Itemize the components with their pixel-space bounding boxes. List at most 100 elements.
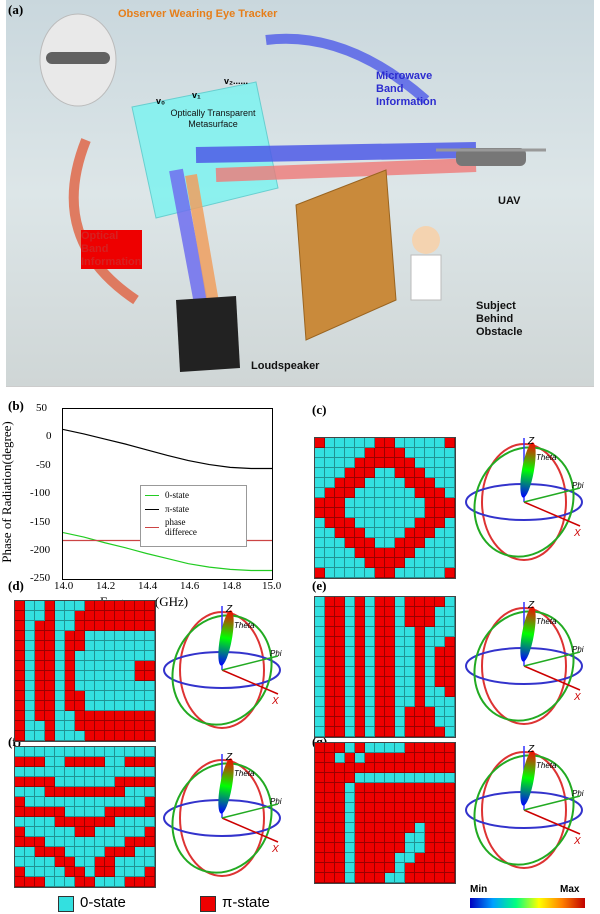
pattern-cell: [85, 797, 95, 807]
radiation-pattern-f: Z Theta Phi X: [160, 746, 290, 886]
pattern-cell: [385, 597, 395, 607]
pattern-cell: [365, 793, 375, 803]
pattern-cell: [335, 518, 345, 528]
pattern-cell: [395, 833, 405, 843]
pattern-cell: [385, 498, 395, 508]
pattern-cell: [445, 863, 455, 873]
pattern-cell: [355, 687, 365, 697]
pattern-cell: [145, 601, 155, 611]
pattern-cell: [325, 873, 335, 883]
pattern-cell: [375, 647, 385, 657]
pattern-cell: [85, 631, 95, 641]
pattern-cell: [395, 667, 405, 677]
pattern-cell: [365, 753, 375, 763]
pattern-cell: [415, 697, 425, 707]
pattern-cell: [85, 721, 95, 731]
pattern-cell: [385, 717, 395, 727]
pattern-cell: [75, 731, 85, 741]
pattern-cell: [365, 488, 375, 498]
pattern-cell: [365, 597, 375, 607]
pattern-cell: [135, 601, 145, 611]
pattern-cell: [375, 468, 385, 478]
pattern-cell: [425, 833, 435, 843]
pattern-cell: [335, 853, 345, 863]
pattern-cell: [15, 621, 25, 631]
pattern-cell: [125, 611, 135, 621]
pattern-cell: [35, 787, 45, 797]
pattern-cell: [95, 847, 105, 857]
pattern-cell: [385, 458, 395, 468]
pattern-cell: [385, 783, 395, 793]
pattern-cell: [335, 448, 345, 458]
pattern-cell: [15, 807, 25, 817]
pattern-cell: [415, 667, 425, 677]
pattern-cell: [345, 548, 355, 558]
pattern-cell: [345, 813, 355, 823]
pattern-cell: [375, 717, 385, 727]
pattern-cell: [25, 767, 35, 777]
pattern-cell: [375, 833, 385, 843]
pattern-cell: [95, 671, 105, 681]
pattern-cell: [95, 747, 105, 757]
pattern-cell: [335, 468, 345, 478]
series-line-1: [62, 428, 272, 470]
pattern-cell: [325, 508, 335, 518]
pattern-cell: [355, 783, 365, 793]
pattern-cell: [35, 731, 45, 741]
pattern-cell: [25, 721, 35, 731]
pattern-cell: [15, 601, 25, 611]
pattern-cell: [425, 607, 435, 617]
pattern-cell: [115, 807, 125, 817]
pattern-cell: [425, 863, 435, 873]
pattern-cell: [395, 458, 405, 468]
pattern-cell: [405, 763, 415, 773]
pattern-cell: [325, 803, 335, 813]
x-axis: [221, 817, 279, 843]
radiation-pattern-g: Z Theta Phi X: [462, 738, 592, 878]
pattern-cell: [15, 641, 25, 651]
pattern-cell: [355, 697, 365, 707]
pattern-cell: [365, 438, 375, 448]
pattern-cell: [335, 823, 345, 833]
pattern-cell: [365, 687, 375, 697]
main-lobe: [520, 750, 536, 806]
pattern-cell: [35, 671, 45, 681]
pattern-cell: [55, 837, 65, 847]
pattern-cell: [315, 488, 325, 498]
pattern-cell: [25, 757, 35, 767]
pattern-cell: [105, 747, 115, 757]
pattern-cell: [35, 867, 45, 877]
pattern-cell: [95, 767, 105, 777]
pattern-cell: [15, 857, 25, 867]
pattern-cell: [25, 681, 35, 691]
pattern-cell: [405, 707, 415, 717]
pattern-cell: [105, 827, 115, 837]
pattern-cell: [405, 637, 415, 647]
pattern-cell: [435, 687, 445, 697]
pattern-cell: [135, 731, 145, 741]
pattern-cell: [425, 558, 435, 568]
pattern-cell: [145, 711, 155, 721]
pattern-cell: [325, 448, 335, 458]
pattern-cell: [385, 853, 395, 863]
pattern-cell: [35, 827, 45, 837]
pattern-cell: [315, 568, 325, 578]
colorbar: [470, 898, 585, 908]
pattern-cell: [345, 438, 355, 448]
pattern-cell: [345, 617, 355, 627]
pattern-cell: [365, 763, 375, 773]
panel-label-a: (a): [8, 2, 24, 17]
pattern-cell: [415, 458, 425, 468]
panel-label-b: (b): [8, 398, 24, 413]
pattern-cell: [375, 448, 385, 458]
pattern-cell: [335, 793, 345, 803]
pattern-cell: [145, 731, 155, 741]
pattern-cell: [385, 763, 395, 773]
pattern-cell: [105, 711, 115, 721]
pattern-cell: [325, 538, 335, 548]
pattern-cell: [315, 727, 325, 737]
uav-label: UAV: [498, 195, 521, 207]
pattern-cell: [75, 807, 85, 817]
pattern-cell: [325, 617, 335, 627]
pattern-cell: [395, 508, 405, 518]
